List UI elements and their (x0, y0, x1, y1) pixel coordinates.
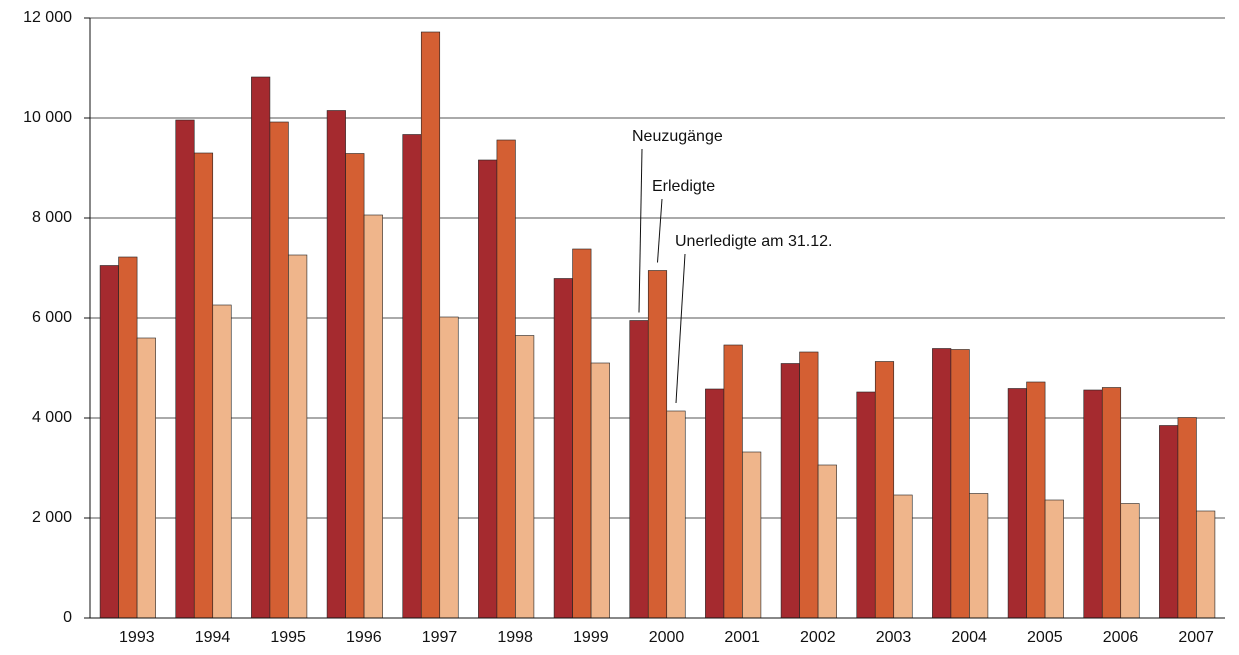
bar (1159, 425, 1179, 619)
y-tick-label: 12 000 (23, 9, 72, 26)
series-callout: Unerledigte am 31.12. (675, 233, 832, 250)
bar (1196, 510, 1216, 619)
bar (420, 31, 441, 619)
bar (363, 214, 383, 619)
bar (326, 110, 346, 619)
y-tick-label: 8 000 (32, 209, 72, 226)
callout-line (638, 148, 643, 313)
bar (1026, 381, 1046, 619)
x-tick-label: 1995 (270, 629, 306, 646)
bar (780, 363, 800, 619)
bar (212, 304, 232, 619)
bar (950, 349, 970, 619)
bar (1101, 387, 1122, 619)
bar (345, 153, 365, 619)
x-tick-label: 1999 (573, 629, 609, 646)
series-callout: Erledigte (652, 178, 715, 195)
bar (251, 76, 271, 619)
bar (478, 159, 498, 619)
bar (175, 119, 195, 619)
x-tick-label: 2006 (1103, 629, 1139, 646)
bar (118, 256, 138, 619)
bar (1083, 389, 1103, 619)
y-tick-label: 6 000 (32, 309, 72, 326)
x-tick-label: 2004 (951, 629, 987, 646)
bar (439, 316, 459, 619)
bar (1177, 417, 1197, 619)
bar (647, 270, 668, 619)
bar (496, 139, 516, 619)
bar (590, 362, 610, 619)
x-tick-label: 2001 (724, 629, 760, 646)
bar (856, 391, 876, 619)
bar (629, 320, 649, 619)
bar (666, 410, 686, 619)
bar (969, 493, 989, 619)
x-tick-label: 2000 (649, 629, 685, 646)
x-tick-label: 2003 (876, 629, 912, 646)
bar (136, 337, 156, 619)
x-tick-label: 1993 (119, 629, 155, 646)
bar (1007, 388, 1027, 619)
y-tick-label: 0 (63, 609, 72, 626)
bar (932, 348, 952, 619)
x-tick-label: 1997 (422, 629, 458, 646)
x-tick-label: 1996 (346, 629, 382, 646)
bar (742, 451, 762, 619)
bar (553, 278, 573, 619)
bar (402, 134, 422, 619)
y-tick-label: 10 000 (23, 109, 72, 126)
bar (874, 361, 895, 619)
bar (799, 351, 819, 619)
series-callout: Neuzugänge (632, 128, 723, 145)
y-tick-label: 2 000 (32, 509, 72, 526)
callout-line (657, 198, 663, 263)
bar (705, 388, 725, 619)
x-tick-label: 2002 (800, 629, 836, 646)
bar (572, 248, 592, 619)
bar (99, 265, 119, 619)
bar (515, 335, 535, 619)
bar (288, 254, 308, 619)
bar (1044, 499, 1064, 619)
x-tick-label: 1994 (195, 629, 231, 646)
x-tick-label: 1998 (497, 629, 533, 646)
bar (269, 121, 289, 619)
x-tick-label: 2005 (1027, 629, 1063, 646)
x-tick-label: 2007 (1178, 629, 1214, 646)
bar (723, 344, 743, 619)
bar (1120, 503, 1140, 619)
bar (193, 152, 214, 619)
callout-line (675, 253, 686, 404)
bar (817, 464, 837, 619)
bar (893, 494, 913, 619)
y-tick-label: 4 000 (32, 409, 72, 426)
